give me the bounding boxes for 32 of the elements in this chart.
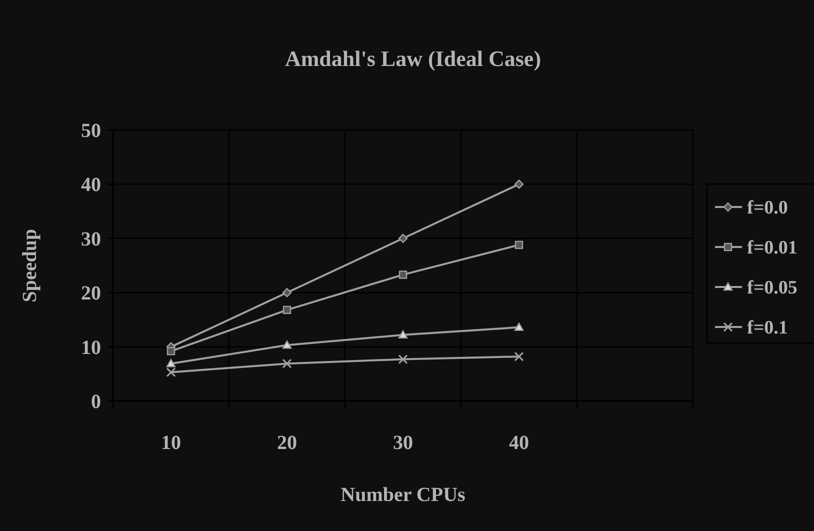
point bbox=[514, 322, 524, 331]
legend-label: f=0.0 bbox=[747, 198, 788, 219]
point bbox=[166, 359, 176, 368]
y-tick-label: 10 bbox=[81, 336, 101, 359]
x-tick-label: 20 bbox=[277, 432, 297, 454]
point bbox=[398, 354, 408, 364]
legend-label: f=0.05 bbox=[747, 278, 798, 299]
point bbox=[398, 330, 408, 338]
point bbox=[166, 367, 176, 378]
x-tick-label: 30 bbox=[393, 432, 413, 454]
point bbox=[514, 240, 524, 250]
y-tick-label: 30 bbox=[81, 228, 101, 250]
y-tick-label: 50 bbox=[81, 120, 101, 142]
y-axis-title: Speedup bbox=[19, 228, 41, 302]
y-tick-label: 20 bbox=[81, 282, 101, 305]
point bbox=[398, 270, 408, 279]
point bbox=[514, 352, 524, 362]
point bbox=[398, 234, 408, 243]
point bbox=[282, 306, 292, 314]
point bbox=[514, 180, 524, 189]
legend-label: f=0.1 bbox=[747, 318, 788, 339]
x-tick-label: 10 bbox=[161, 432, 181, 454]
point bbox=[282, 358, 292, 368]
y-tick-label: 0 bbox=[91, 391, 101, 413]
point bbox=[282, 340, 292, 349]
legend-label: f=0.01 bbox=[747, 238, 798, 259]
x-tick-label: 40 bbox=[509, 432, 529, 454]
point bbox=[282, 288, 292, 298]
point bbox=[166, 347, 176, 356]
y-tick-label: 40 bbox=[81, 174, 101, 196]
x-axis-title: Number CPUs bbox=[340, 484, 466, 506]
chart-title: Amdahl's Law (Ideal Case) bbox=[284, 46, 542, 71]
